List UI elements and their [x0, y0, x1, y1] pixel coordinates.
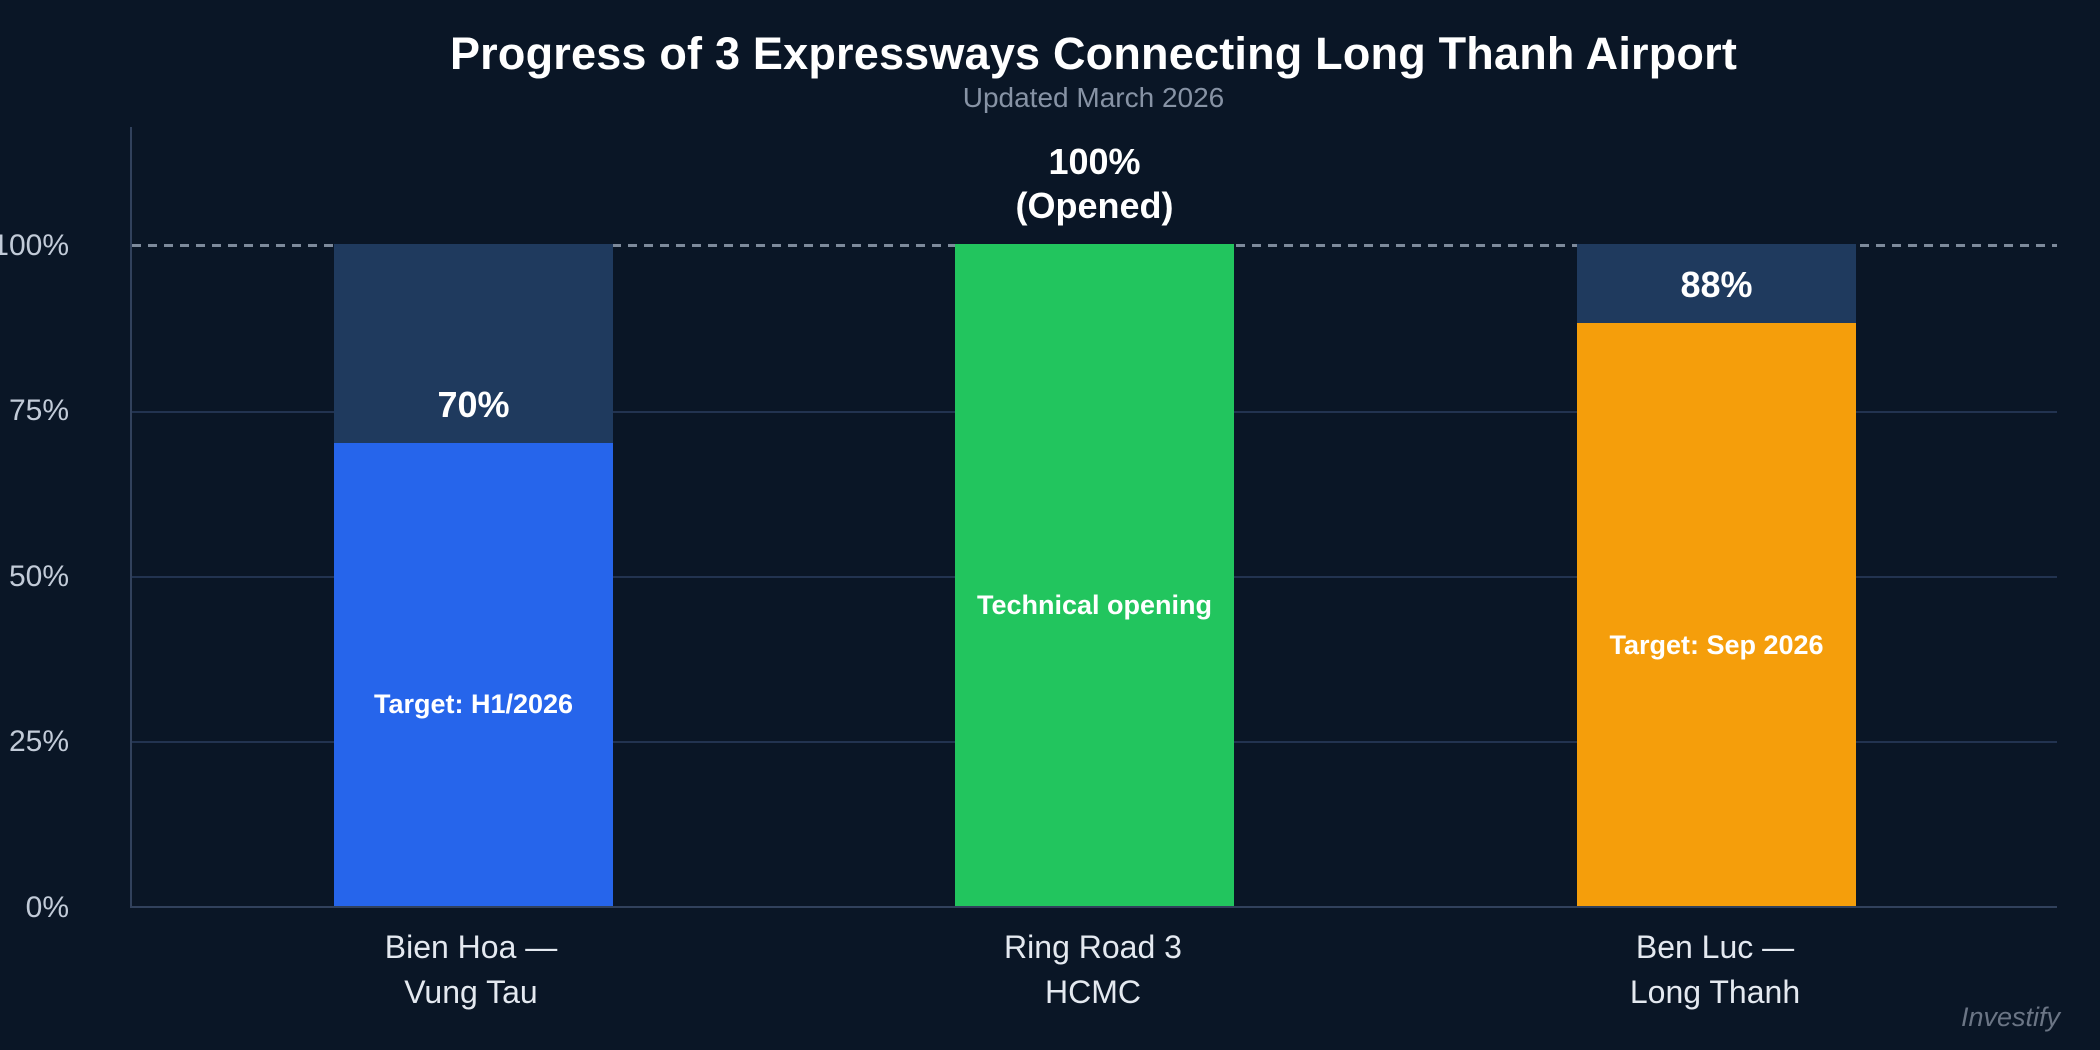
plot-area: 0% 25% 50% 75% 100% Target: H1/2026 70% …: [0, 127, 2057, 924]
bar-fill: [334, 442, 613, 906]
bar-track: Technical opening 100% (Opened): [955, 141, 1234, 906]
chart-header: Progress of 3 Expressways Connecting Lon…: [130, 28, 2057, 115]
bar-value-line-1: 88%: [1680, 264, 1753, 306]
bar-value-line-2: (Opened): [1015, 185, 1174, 226]
bar-note: Technical opening: [976, 590, 1213, 620]
bar-group-ben-luc-long-thanh: Target: Sep 2026 88%: [1577, 244, 1856, 906]
bar-value-line-1: 100%: [1048, 141, 1141, 182]
x-label-line-1: Ben Luc —: [1635, 929, 1795, 965]
x-label-ben-luc-long-thanh: Ben Luc — Long Thanh: [1465, 925, 1965, 1015]
bar-note: Target: Sep 2026: [1609, 629, 1824, 660]
bar-fill: [1577, 323, 1856, 906]
bar-group-ring-road-3: Technical opening 100% (Opened): [955, 141, 1234, 906]
y-tick-0: 0%: [25, 891, 69, 924]
x-label-line-2: Long Thanh: [1629, 974, 1801, 1010]
x-label-ring-road-3: Ring Road 3 HCMC: [843, 925, 1343, 1015]
y-tick-75: 75%: [8, 394, 69, 427]
y-tick-25: 25%: [8, 725, 69, 758]
bar-track: Target: Sep 2026 88%: [1577, 244, 1856, 906]
bar-group-bien-hoa-vung-tau: Target: H1/2026 70%: [334, 244, 613, 906]
bar-fill: [955, 244, 1234, 906]
chart-subtitle: Updated March 2026: [962, 82, 1225, 113]
x-label-line-1: Ring Road 3: [1004, 929, 1182, 965]
x-label-line-2: HCMC: [1045, 974, 1141, 1010]
x-label-bien-hoa-vung-tau: Bien Hoa — Vung Tau: [221, 925, 721, 1015]
bar-value-label: 70%: [334, 383, 613, 427]
chart-title: Progress of 3 Expressways Connecting Lon…: [449, 28, 1738, 79]
bar-note: Target: H1/2026: [373, 689, 574, 720]
watermark-investify: Investify: [1960, 1002, 2060, 1032]
y-tick-100: 100%: [0, 229, 69, 262]
bar-value-label: 100% (Opened): [955, 140, 1234, 228]
x-label-line-2: Vung Tau: [404, 974, 538, 1010]
y-tick-50: 50%: [8, 560, 69, 593]
x-label-line-1: Bien Hoa —: [384, 929, 558, 965]
bar-value-line-1: 70%: [437, 383, 510, 425]
bar-value-label: 88%: [1577, 263, 1856, 307]
bar-track: Target: H1/2026 70%: [334, 244, 613, 906]
